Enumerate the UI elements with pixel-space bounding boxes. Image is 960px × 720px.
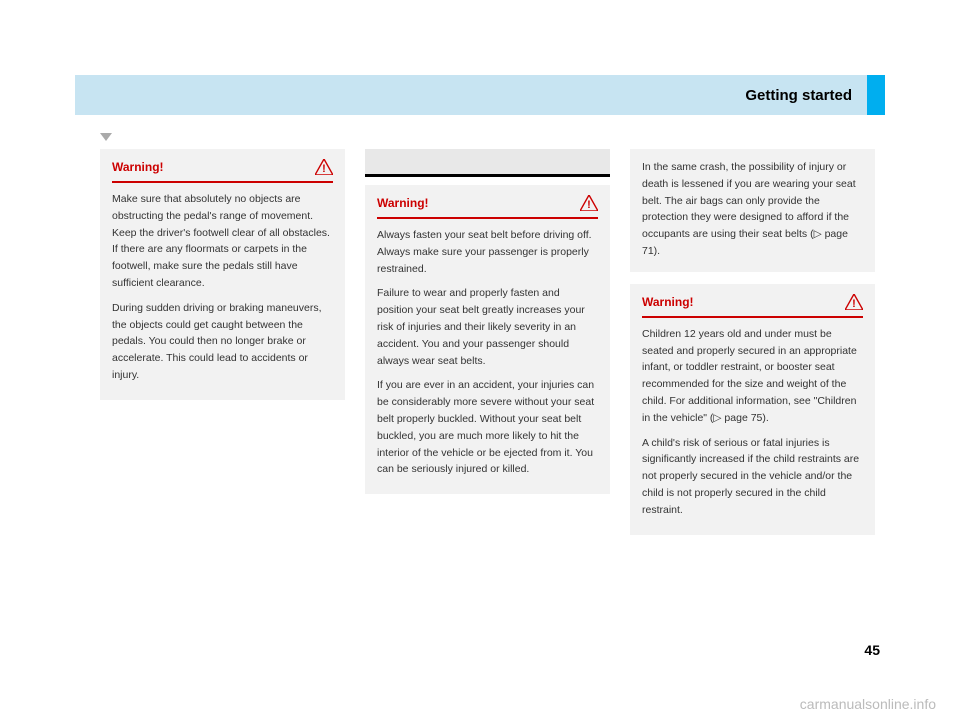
watermark: carmanualsonline.info bbox=[800, 696, 936, 712]
info-text: In the same crash, the possibility of in… bbox=[642, 161, 856, 257]
section-tab bbox=[867, 75, 885, 115]
warning-paragraph: During sudden driving or braking maneuve… bbox=[112, 300, 333, 384]
section-title: Getting started bbox=[745, 87, 852, 104]
warning-paragraph: Failure to wear and properly fasten and … bbox=[377, 285, 598, 369]
warning-header: Warning! ! bbox=[377, 195, 598, 219]
column-3: In the same crash, the possibility of in… bbox=[630, 149, 875, 547]
header-bar: Getting started bbox=[75, 75, 885, 115]
svg-text:!: ! bbox=[587, 199, 591, 211]
header-right: Getting started bbox=[745, 75, 885, 115]
svg-text:!: ! bbox=[852, 298, 856, 310]
section-heading-bar bbox=[365, 149, 610, 177]
warning-title: Warning! bbox=[112, 160, 164, 174]
warning-box-pedals: Warning! ! Make sure that absolutely no … bbox=[100, 149, 345, 400]
manual-page: Getting started Warning! ! Make sure tha… bbox=[0, 0, 960, 720]
warning-paragraph: Always fasten your seat belt before driv… bbox=[377, 227, 598, 277]
warning-paragraph: Make sure that absolutely no objects are… bbox=[112, 191, 333, 292]
warning-body: Always fasten your seat belt before driv… bbox=[377, 227, 598, 478]
column-1: Warning! ! Make sure that absolutely no … bbox=[100, 149, 345, 547]
warning-box-children: Warning! ! Children 12 years old and und… bbox=[630, 284, 875, 535]
warning-body: Children 12 years old and under must be … bbox=[642, 326, 863, 519]
warning-title: Warning! bbox=[377, 196, 429, 210]
warning-paragraph: A child's risk of serious or fatal injur… bbox=[642, 435, 863, 519]
column-2: Warning! ! Always fasten your seat belt … bbox=[365, 149, 610, 547]
warning-header: Warning! ! bbox=[112, 159, 333, 183]
svg-text:!: ! bbox=[322, 163, 326, 175]
warning-paragraph: If you are ever in an accident, your inj… bbox=[377, 377, 598, 478]
content-columns: Warning! ! Make sure that absolutely no … bbox=[100, 135, 880, 547]
page-number: 45 bbox=[864, 642, 880, 658]
warning-triangle-icon: ! bbox=[580, 195, 598, 211]
warning-box-seatbelt: Warning! ! Always fasten your seat belt … bbox=[365, 185, 610, 494]
warning-title: Warning! bbox=[642, 295, 694, 309]
info-box-crash: In the same crash, the possibility of in… bbox=[630, 149, 875, 272]
warning-paragraph: Children 12 years old and under must be … bbox=[642, 326, 863, 427]
warning-triangle-icon: ! bbox=[315, 159, 333, 175]
warning-body: Make sure that absolutely no objects are… bbox=[112, 191, 333, 384]
warning-triangle-icon: ! bbox=[845, 294, 863, 310]
warning-header: Warning! ! bbox=[642, 294, 863, 318]
